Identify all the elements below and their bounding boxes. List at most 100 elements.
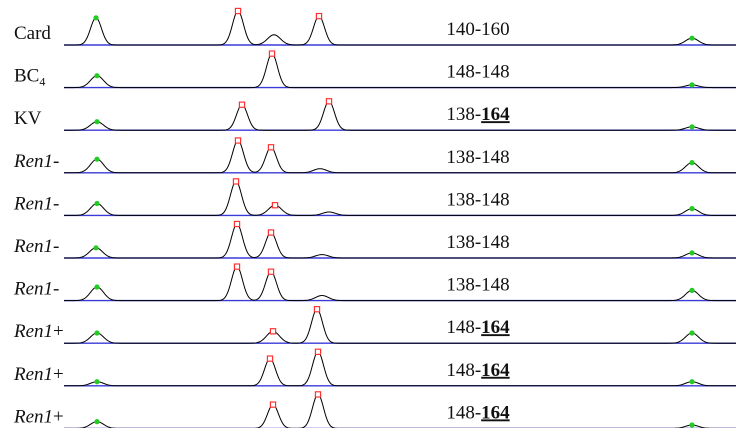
sample-label-suffix: - xyxy=(53,193,59,214)
sample-label: Ren1+ xyxy=(13,364,64,385)
allele-second: 148 xyxy=(481,232,510,253)
sample-label-name: Ren1 xyxy=(13,236,53,257)
sample-label-subscript: 4 xyxy=(39,75,45,89)
size-standard-marker xyxy=(689,160,695,166)
size-standard-marker xyxy=(94,330,100,336)
allele-call: 138-164 xyxy=(446,104,510,125)
called-peak-marker xyxy=(268,50,276,57)
sample-label-name: Card xyxy=(14,23,51,44)
allele-first: 140 xyxy=(446,19,475,40)
size-standard-marker xyxy=(94,73,100,79)
allele-second: 148 xyxy=(481,62,510,83)
sample-label: Ren1+ xyxy=(13,321,64,342)
allele-call: 138-148 xyxy=(446,232,509,253)
sample-label: Ren1- xyxy=(13,193,59,214)
allele-separator: - xyxy=(475,232,481,253)
sample-label: Card xyxy=(14,23,51,44)
size-standard-marker xyxy=(94,200,100,207)
sample-label-suffix: - xyxy=(53,151,59,172)
allele-second: 148 xyxy=(481,189,510,210)
lane-trace xyxy=(64,53,736,89)
allele-separator: - xyxy=(475,317,481,338)
called-peak-marker xyxy=(234,7,242,15)
lane-2: BC4 148-148 xyxy=(14,50,736,89)
sample-label-name: Ren1 xyxy=(13,406,53,427)
sample-label-suffix: + xyxy=(53,364,64,385)
lane-7: Ren1- 138-148 xyxy=(13,263,736,302)
sample-label-name: Ren1 xyxy=(13,193,53,214)
size-standard-marker xyxy=(689,250,695,256)
lane-trace xyxy=(64,100,736,131)
called-peak-marker xyxy=(238,101,246,108)
called-peak-marker xyxy=(234,137,242,144)
called-peak-marker xyxy=(267,144,275,151)
allele-second: 148 xyxy=(481,275,510,296)
allele-second: 148 xyxy=(481,147,510,168)
called-peak-marker xyxy=(232,178,240,185)
lane-6: Ren1- 138-148 xyxy=(13,220,736,259)
called-peak-marker xyxy=(267,229,275,236)
size-standard-marker xyxy=(689,287,695,293)
allele-first: 138 xyxy=(446,104,475,125)
lane-trace xyxy=(64,10,736,46)
lane-trace xyxy=(64,223,736,259)
allele-first: 148 xyxy=(446,402,475,423)
sample-label-suffix: - xyxy=(53,236,59,257)
lane-5: Ren1- 138-148 xyxy=(13,178,736,217)
size-standard-marker xyxy=(94,284,100,290)
lane-4: Ren1- 138-148 xyxy=(13,137,736,174)
lane-trace xyxy=(64,266,736,302)
sample-label: Ren1- xyxy=(13,236,59,257)
allele-second: 164 xyxy=(481,104,510,125)
sample-label: BC4 xyxy=(14,66,45,89)
lane-10: Ren1+ 148-164 xyxy=(13,391,736,428)
sample-label-suffix: + xyxy=(53,406,64,427)
allele-first: 138 xyxy=(446,232,475,253)
lane-1: Card 140-160 xyxy=(14,7,736,46)
allele-call: 148-164 xyxy=(446,402,510,423)
lane-trace xyxy=(64,393,736,428)
called-peak-marker xyxy=(269,401,277,408)
sample-label-name: Ren1 xyxy=(13,321,53,342)
allele-call: 138-148 xyxy=(446,275,509,296)
allele-first: 138 xyxy=(446,275,475,296)
lane-3: KV 138-164 xyxy=(14,98,736,131)
allele-first: 138 xyxy=(446,189,475,210)
allele-separator: - xyxy=(475,19,481,40)
called-peak-marker xyxy=(267,268,275,275)
size-standard-marker xyxy=(689,206,695,212)
lane-8: Ren1+ 148-164 xyxy=(13,306,736,344)
allele-separator: - xyxy=(475,189,481,210)
called-peak-marker xyxy=(314,348,322,356)
lane-trace xyxy=(64,139,736,174)
allele-call: 148-164 xyxy=(446,360,510,381)
called-peak-marker xyxy=(313,306,321,313)
lane-trace xyxy=(64,180,736,216)
called-peak-marker xyxy=(315,12,323,20)
size-standard-marker xyxy=(93,245,99,251)
allele-first: 138 xyxy=(446,147,475,168)
size-standard-marker xyxy=(94,379,100,385)
allele-first: 148 xyxy=(446,62,475,83)
allele-separator: - xyxy=(475,104,481,125)
allele-separator: - xyxy=(475,147,481,168)
sample-label: KV xyxy=(14,108,42,129)
allele-second: 164 xyxy=(481,402,510,423)
allele-first: 148 xyxy=(446,360,475,381)
called-peak-marker xyxy=(233,263,241,270)
allele-call: 140-160 xyxy=(446,19,509,40)
called-peak-marker xyxy=(233,220,241,228)
size-standard-marker xyxy=(94,119,100,125)
sample-label: Ren1- xyxy=(13,151,59,172)
called-peak-marker xyxy=(266,355,274,362)
allele-second: 164 xyxy=(481,360,510,381)
allele-second: 160 xyxy=(481,19,510,40)
allele-call: 138-148 xyxy=(446,147,509,168)
sample-label-suffix: + xyxy=(53,321,64,342)
allele-separator: - xyxy=(475,62,481,83)
sample-label: Ren1+ xyxy=(13,406,64,427)
called-peak-marker xyxy=(269,328,277,335)
called-peak-marker xyxy=(314,391,322,398)
size-standard-marker xyxy=(94,419,100,425)
